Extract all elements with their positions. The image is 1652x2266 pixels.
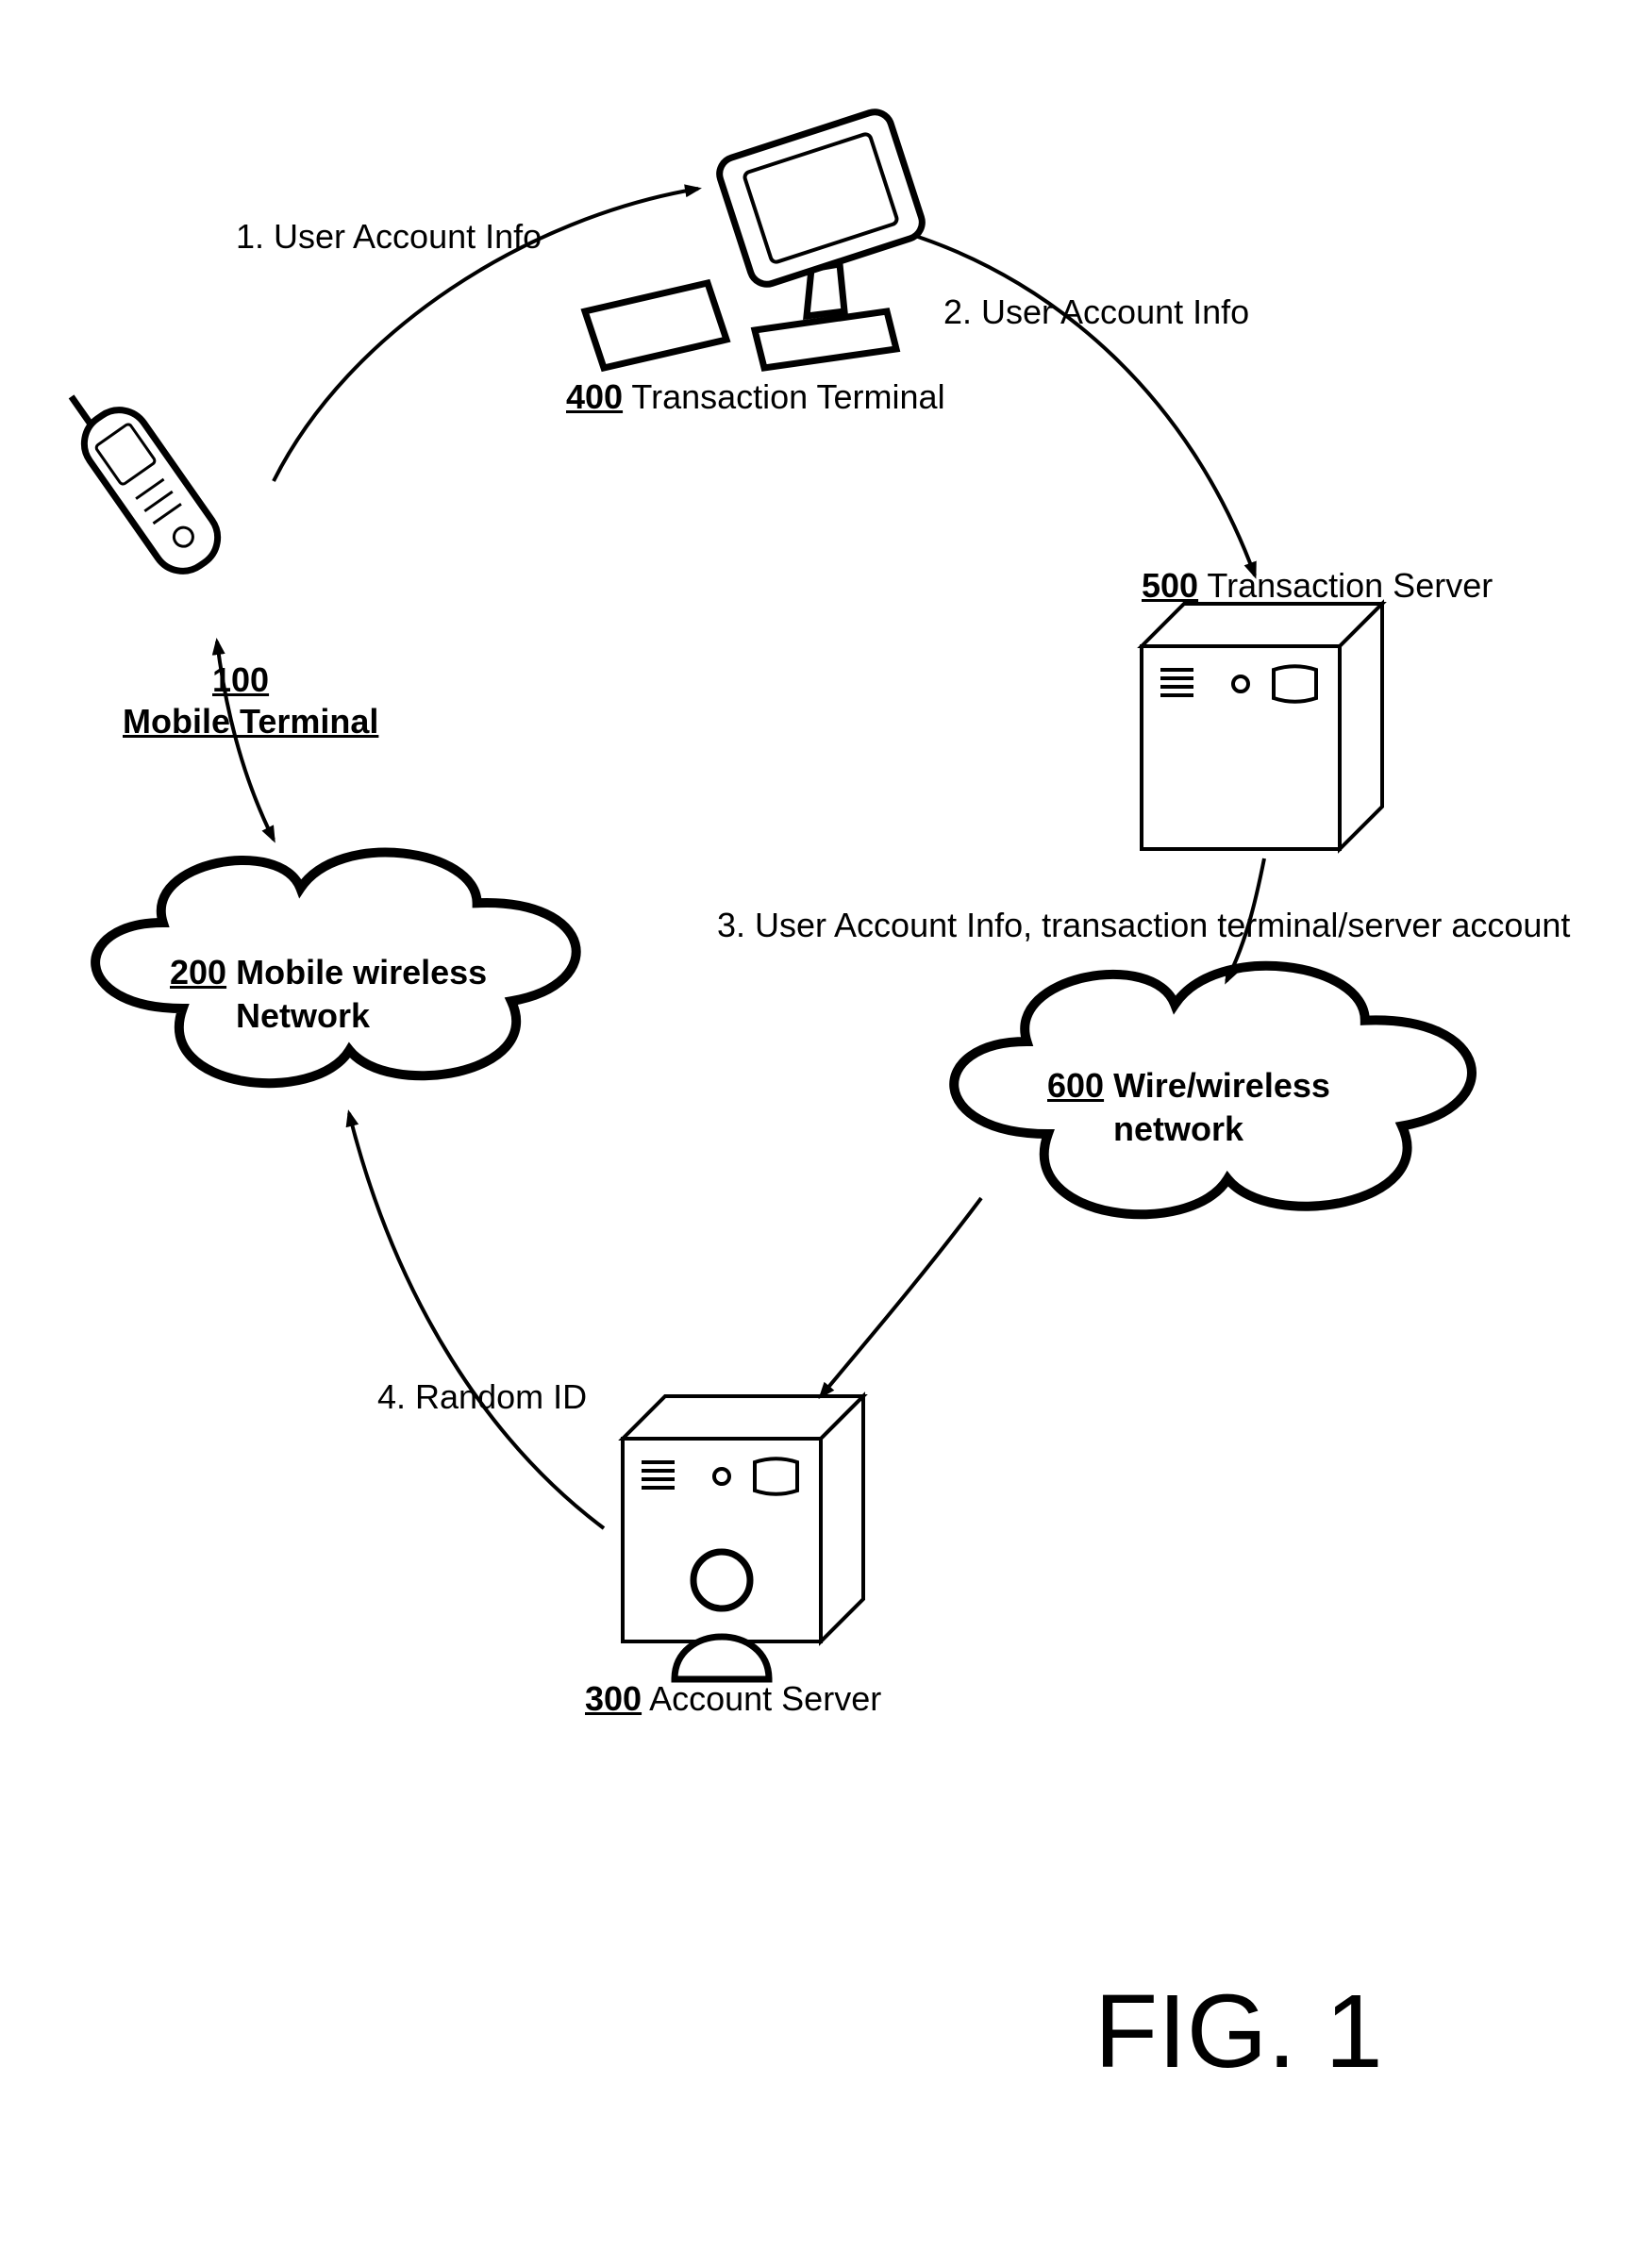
figure-label: FIG. 1 [1094, 1972, 1383, 2091]
